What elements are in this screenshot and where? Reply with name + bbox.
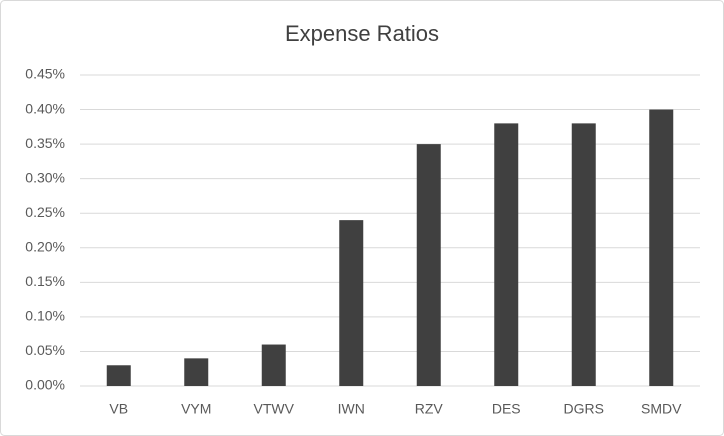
y-tick-label: 0.25% (25, 204, 65, 220)
x-tick-label: DES (492, 401, 521, 417)
y-tick-label: 0.40% (25, 100, 65, 116)
bar (106, 365, 131, 386)
y-tick-label: 0.15% (25, 273, 65, 289)
y-tick-label: 0.00% (25, 377, 65, 393)
x-tick-label: RZV (415, 401, 444, 417)
y-tick-label: 0.30% (25, 169, 65, 185)
x-tick-label: SMDV (641, 401, 682, 417)
bar (571, 123, 596, 386)
y-tick-label: 0.05% (25, 342, 65, 358)
y-tick-label: 0.45% (25, 66, 65, 82)
x-tick-label: VTWV (254, 401, 295, 417)
y-tick-label: 0.10% (25, 308, 65, 324)
x-tick-label: VB (109, 401, 128, 417)
x-tick-label: DGRS (564, 401, 604, 417)
bar (339, 220, 364, 386)
bar (261, 344, 286, 386)
bar (416, 144, 441, 386)
y-tick-label: 0.35% (25, 135, 65, 151)
x-tick-label: VYM (181, 401, 211, 417)
bar (649, 109, 674, 387)
bar (184, 358, 209, 386)
chart-title: Expense Ratios (285, 21, 439, 46)
bar (494, 123, 519, 386)
y-tick-label: 0.20% (25, 238, 65, 254)
x-tick-label: IWN (338, 401, 365, 417)
